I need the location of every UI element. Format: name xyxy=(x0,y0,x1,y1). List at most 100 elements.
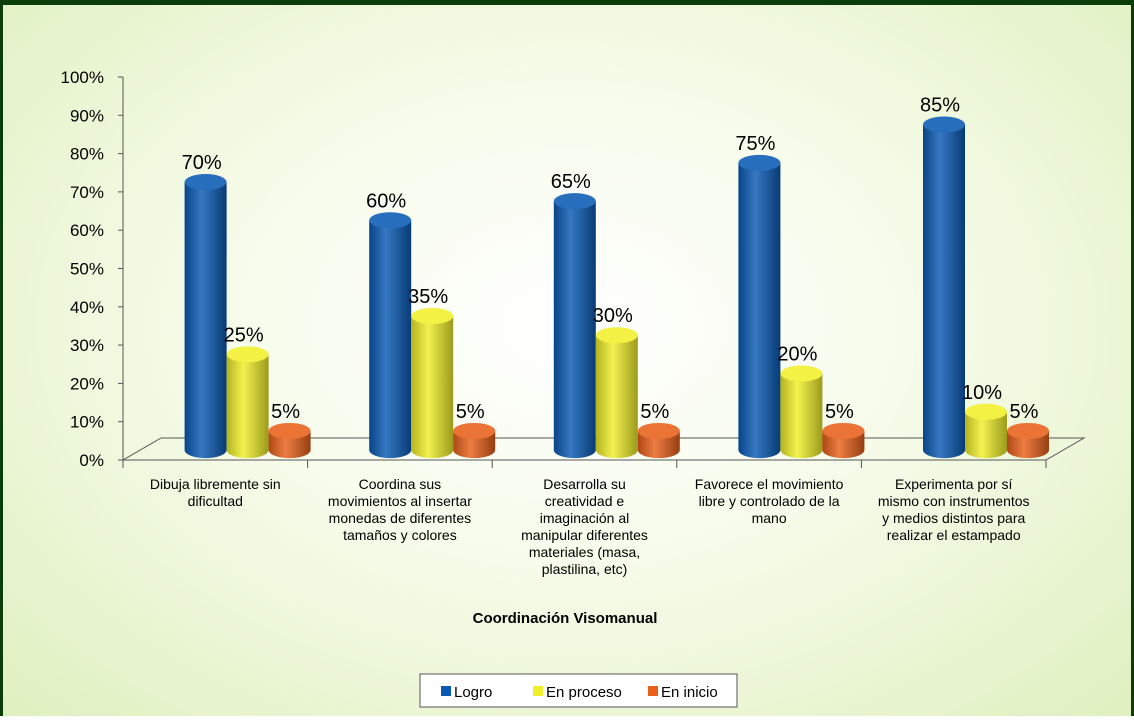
data-label: 60% xyxy=(366,190,406,212)
bar xyxy=(553,193,596,459)
legend-label: Logro xyxy=(454,684,492,701)
bar-body xyxy=(738,162,781,459)
data-label: 10% xyxy=(962,382,1002,404)
bar-body xyxy=(965,411,1007,459)
bar xyxy=(369,212,412,459)
y-tick-label: 10% xyxy=(70,413,104,432)
category-label: Desarrolla su creatividad e imaginación al… xyxy=(521,476,648,577)
bar xyxy=(637,422,680,459)
legend-swatch xyxy=(441,686,451,696)
bar-body xyxy=(553,201,596,459)
category-label-line: Dibuja libremente sin xyxy=(150,476,281,492)
category-label-line: plastilina, etc) xyxy=(542,561,628,577)
y-tick-label: 100% xyxy=(61,68,104,87)
bar-top xyxy=(184,174,227,190)
category-label-line: Experimenta por sí xyxy=(895,476,1013,492)
bar-top xyxy=(226,346,269,363)
y-tick-label: 90% xyxy=(70,106,104,125)
y-tick-label: 70% xyxy=(70,183,104,202)
category-label-line: Coordina sus xyxy=(359,476,442,492)
category-label-line: mismo con instrumentos xyxy=(878,493,1030,509)
bar xyxy=(453,422,496,459)
bar-top xyxy=(1007,422,1049,439)
bar xyxy=(268,422,311,459)
bar-top xyxy=(738,154,781,171)
bar-top xyxy=(822,422,865,439)
data-label: 5% xyxy=(456,401,485,423)
data-label: 75% xyxy=(735,133,775,155)
bar-top xyxy=(595,327,638,344)
category-label-line: tamaños y colores xyxy=(343,527,457,543)
bar-body xyxy=(226,354,269,459)
category-label-line: dificultad xyxy=(188,493,243,509)
data-label: 5% xyxy=(640,401,669,423)
category-label-line: manipular diferentes xyxy=(521,527,648,543)
category-label-line: materiales (masa, xyxy=(529,544,640,560)
data-label: 20% xyxy=(777,344,817,366)
category-label: Coordina sus movimientos al insertar moned… xyxy=(328,476,472,543)
data-label: 70% xyxy=(182,152,222,174)
data-label: 35% xyxy=(408,286,448,308)
bar-body xyxy=(923,124,965,459)
bar-top xyxy=(369,212,412,229)
bar-body xyxy=(369,220,412,459)
data-label: 30% xyxy=(593,305,633,327)
bar-top xyxy=(637,422,680,439)
bar xyxy=(184,174,227,459)
bar-body xyxy=(411,316,454,459)
bar-top xyxy=(268,422,311,439)
bar-top xyxy=(411,308,454,325)
category-label-line: y medios distintos para xyxy=(882,510,1025,526)
bar xyxy=(822,422,865,459)
bar-body xyxy=(184,182,227,459)
bar-top xyxy=(453,422,496,439)
legend-label: En proceso xyxy=(546,684,622,701)
bar xyxy=(738,154,781,459)
bar xyxy=(595,327,638,459)
category-label-line: Desarrolla su xyxy=(543,476,625,492)
bar xyxy=(923,116,965,459)
bar xyxy=(780,365,823,459)
category-label: Experimenta por sí mismo con instrumentos… xyxy=(878,476,1030,543)
x-axis-title: Coordinación Visomanual xyxy=(473,610,658,627)
bar-top xyxy=(553,193,596,210)
category-label: Favorece el movimiento libre y controlado… xyxy=(695,476,844,526)
category-label: Dibuja libremente sin dificultad xyxy=(150,476,281,509)
legend-label: En inicio xyxy=(661,684,718,701)
data-label: 5% xyxy=(1010,401,1039,423)
category-label-line: creatividad e xyxy=(545,493,625,509)
bar-top xyxy=(965,403,1007,420)
bar-body xyxy=(595,335,638,459)
category-label-line: realizar el estampado xyxy=(887,527,1021,543)
bar xyxy=(226,346,269,459)
y-tick-label: 40% xyxy=(70,298,104,317)
bar xyxy=(1007,422,1049,459)
legend-swatch xyxy=(533,686,543,696)
category-label-line: Favorece el movimiento xyxy=(695,476,844,492)
category-label-line: mano xyxy=(752,510,787,526)
data-label: 5% xyxy=(271,401,300,423)
data-label: 85% xyxy=(920,95,960,117)
category-label-line: monedas de diferentes xyxy=(329,510,471,526)
y-tick-label: 50% xyxy=(70,260,104,279)
bar-chart: 0% 10% 20% 30% 40% 50% 60% 70% 80% 90% 100% 70% 25%… xyxy=(61,68,1086,708)
y-tick-label: 20% xyxy=(70,374,104,393)
y-tick-label: 30% xyxy=(70,336,104,355)
bar xyxy=(965,403,1007,459)
y-tick-label: 80% xyxy=(70,145,104,164)
category-label-line: imaginación al xyxy=(540,510,630,526)
legend-swatch xyxy=(648,686,658,696)
y-tick-label: 60% xyxy=(70,221,104,240)
bar-top xyxy=(923,116,965,133)
category-label-line: movimientos al insertar xyxy=(328,493,472,509)
bar-top xyxy=(780,365,823,382)
data-label: 25% xyxy=(224,324,264,346)
y-tick-label: 0% xyxy=(79,451,104,470)
data-label: 5% xyxy=(825,401,854,423)
bar-body xyxy=(780,373,823,459)
legend xyxy=(419,673,738,708)
category-label-line: libre y controlado de la xyxy=(699,493,840,509)
data-label: 65% xyxy=(551,171,591,193)
bar xyxy=(411,308,454,459)
